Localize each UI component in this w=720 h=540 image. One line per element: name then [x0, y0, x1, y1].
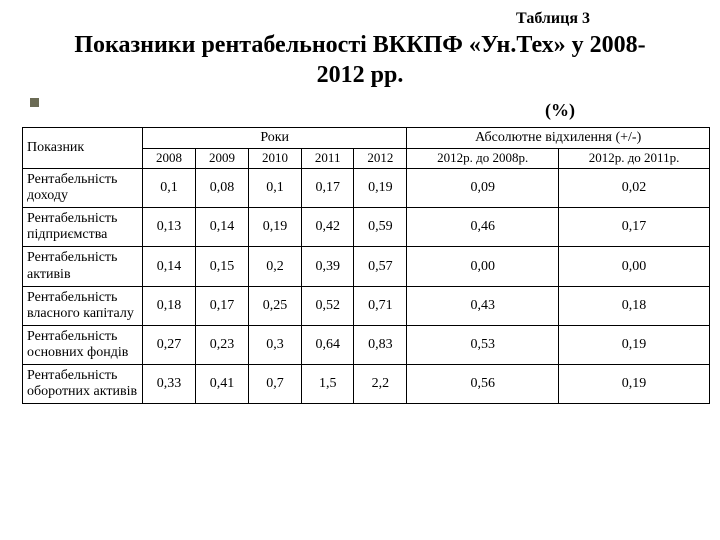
cell: 0,19	[354, 169, 407, 208]
row-label: Рентабельність доходу	[23, 169, 143, 208]
row-label: Рентабельність активів	[23, 247, 143, 286]
header-deviation: Абсолютне відхилення (+/-)	[407, 128, 710, 149]
cell: 2,2	[354, 364, 407, 403]
cell: 0,52	[302, 286, 354, 325]
cell: 0,42	[302, 208, 354, 247]
cell: 0,53	[407, 325, 559, 364]
table-number-label: Таблиця 3	[40, 10, 680, 28]
cell: 0,18	[143, 286, 196, 325]
unit-label: (%)	[40, 100, 680, 121]
cell: 0,83	[354, 325, 407, 364]
cell: 0,71	[354, 286, 407, 325]
cell: 0,59	[354, 208, 407, 247]
table-row: Рентабельність активів0,140,150,20,390,5…	[23, 247, 710, 286]
table-body: Рентабельність доходу0,10,080,10,170,190…	[23, 169, 710, 404]
cell: 0,14	[196, 208, 249, 247]
col-2010: 2010	[249, 149, 302, 169]
cell: 0,02	[559, 169, 710, 208]
cell: 0,09	[407, 169, 559, 208]
table-row: Рентабельність підприємства0,130,140,190…	[23, 208, 710, 247]
cell: 0,14	[143, 247, 196, 286]
cell: 0,64	[302, 325, 354, 364]
row-label: Рентабельність власного капіталу	[23, 286, 143, 325]
cell: 0,19	[249, 208, 302, 247]
page-title: Показники рентабельності ВККПФ «Ун.Тех» …	[50, 30, 670, 90]
table-row: Рентабельність основних фондів0,270,230,…	[23, 325, 710, 364]
col-dev-2008: 2012р. до 2008р.	[407, 149, 559, 169]
cell: 0,17	[559, 208, 710, 247]
cell: 0,2	[249, 247, 302, 286]
cell: 0,41	[196, 364, 249, 403]
col-dev-2011: 2012р. до 2011р.	[559, 149, 710, 169]
bullet-icon	[30, 98, 39, 107]
cell: 0,57	[354, 247, 407, 286]
col-2009: 2009	[196, 149, 249, 169]
header-indicator: Показник	[23, 128, 143, 169]
table-row: Рентабельність власного капіталу0,180,17…	[23, 286, 710, 325]
cell: 0,15	[196, 247, 249, 286]
col-2008: 2008	[143, 149, 196, 169]
cell: 1,5	[302, 364, 354, 403]
cell: 0,25	[249, 286, 302, 325]
title-line-1: Показники рентабельності ВККПФ «Ун.Тех» …	[74, 32, 645, 58]
cell: 0,39	[302, 247, 354, 286]
cell: 0,1	[249, 169, 302, 208]
header-years: Роки	[143, 128, 407, 149]
cell: 0,7	[249, 364, 302, 403]
cell: 0,00	[559, 247, 710, 286]
cell: 0,43	[407, 286, 559, 325]
cell: 0,18	[559, 286, 710, 325]
cell: 0,33	[143, 364, 196, 403]
cell: 0,3	[249, 325, 302, 364]
cell: 0,17	[196, 286, 249, 325]
col-2011: 2011	[302, 149, 354, 169]
cell: 0,19	[559, 364, 710, 403]
table-row: Рентабельність доходу0,10,080,10,170,190…	[23, 169, 710, 208]
profitability-table: Показник Роки Абсолютне відхилення (+/-)…	[22, 127, 710, 404]
cell: 0,13	[143, 208, 196, 247]
cell: 0,46	[407, 208, 559, 247]
cell: 0,08	[196, 169, 249, 208]
cell: 0,1	[143, 169, 196, 208]
row-label: Рентабельність основних фондів	[23, 325, 143, 364]
table-row: Рентабельність оборотних активів0,330,41…	[23, 364, 710, 403]
cell: 0,19	[559, 325, 710, 364]
cell: 0,56	[407, 364, 559, 403]
row-label: Рентабельність підприємства	[23, 208, 143, 247]
cell: 0,23	[196, 325, 249, 364]
cell: 0,27	[143, 325, 196, 364]
col-2012: 2012	[354, 149, 407, 169]
cell: 0,17	[302, 169, 354, 208]
row-label: Рентабельність оборотних активів	[23, 364, 143, 403]
title-line-2: 2012 рр.	[317, 62, 404, 88]
cell: 0,00	[407, 247, 559, 286]
